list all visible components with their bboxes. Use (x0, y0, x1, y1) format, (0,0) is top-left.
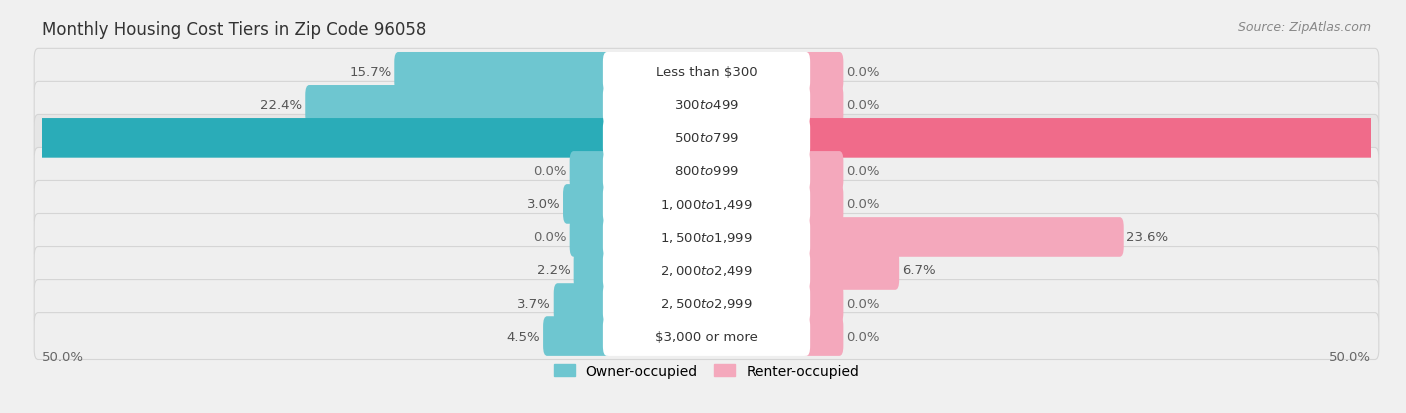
FancyBboxPatch shape (34, 247, 1379, 294)
Text: Source: ZipAtlas.com: Source: ZipAtlas.com (1237, 21, 1371, 33)
Text: $1,500 to $1,999: $1,500 to $1,999 (659, 230, 754, 244)
Legend: Owner-occupied, Renter-occupied: Owner-occupied, Renter-occupied (548, 358, 865, 383)
FancyBboxPatch shape (569, 152, 610, 191)
FancyBboxPatch shape (603, 152, 810, 191)
FancyBboxPatch shape (803, 316, 844, 356)
FancyBboxPatch shape (34, 214, 1379, 261)
FancyBboxPatch shape (569, 218, 610, 257)
FancyBboxPatch shape (562, 185, 610, 224)
Text: $500 to $799: $500 to $799 (673, 132, 740, 145)
Text: 50.0%: 50.0% (1329, 350, 1371, 363)
FancyBboxPatch shape (34, 313, 1379, 360)
Text: $3,000 or more: $3,000 or more (655, 330, 758, 343)
FancyBboxPatch shape (803, 152, 844, 191)
Text: $2,500 to $2,999: $2,500 to $2,999 (659, 296, 754, 310)
Text: 3.0%: 3.0% (527, 198, 561, 211)
Text: Less than $300: Less than $300 (655, 66, 758, 79)
Text: 4.5%: 4.5% (506, 330, 540, 343)
Text: $800 to $999: $800 to $999 (673, 165, 740, 178)
FancyBboxPatch shape (603, 86, 810, 126)
FancyBboxPatch shape (34, 49, 1379, 96)
Text: 50.0%: 50.0% (42, 350, 84, 363)
FancyBboxPatch shape (603, 251, 810, 290)
Text: Monthly Housing Cost Tiers in Zip Code 96058: Monthly Housing Cost Tiers in Zip Code 9… (42, 21, 426, 38)
Text: 0.0%: 0.0% (846, 165, 880, 178)
Text: $300 to $499: $300 to $499 (673, 99, 740, 112)
Text: 0.0%: 0.0% (533, 231, 567, 244)
Text: 0.0%: 0.0% (846, 198, 880, 211)
FancyBboxPatch shape (34, 82, 1379, 129)
Text: 22.4%: 22.4% (260, 99, 302, 112)
FancyBboxPatch shape (603, 218, 810, 257)
FancyBboxPatch shape (603, 283, 810, 323)
FancyBboxPatch shape (34, 280, 1379, 327)
Text: 0.0%: 0.0% (533, 165, 567, 178)
Text: 0.0%: 0.0% (846, 99, 880, 112)
FancyBboxPatch shape (305, 86, 610, 126)
Text: 0.0%: 0.0% (846, 66, 880, 79)
FancyBboxPatch shape (0, 119, 610, 158)
FancyBboxPatch shape (803, 119, 1406, 158)
FancyBboxPatch shape (803, 185, 844, 224)
Text: 2.2%: 2.2% (537, 264, 571, 277)
FancyBboxPatch shape (603, 119, 810, 158)
FancyBboxPatch shape (574, 251, 610, 290)
FancyBboxPatch shape (603, 185, 810, 224)
Text: $2,000 to $2,499: $2,000 to $2,499 (659, 263, 754, 277)
Text: 0.0%: 0.0% (846, 297, 880, 310)
FancyBboxPatch shape (603, 53, 810, 93)
FancyBboxPatch shape (34, 115, 1379, 162)
Text: 15.7%: 15.7% (349, 66, 392, 79)
FancyBboxPatch shape (34, 148, 1379, 195)
FancyBboxPatch shape (803, 53, 844, 93)
Text: 3.7%: 3.7% (517, 297, 551, 310)
FancyBboxPatch shape (554, 283, 610, 323)
FancyBboxPatch shape (603, 316, 810, 356)
FancyBboxPatch shape (543, 316, 610, 356)
FancyBboxPatch shape (803, 218, 1123, 257)
Text: $1,000 to $1,499: $1,000 to $1,499 (659, 197, 754, 211)
Text: 0.0%: 0.0% (846, 330, 880, 343)
Text: 6.7%: 6.7% (901, 264, 935, 277)
Text: 23.6%: 23.6% (1126, 231, 1168, 244)
FancyBboxPatch shape (803, 86, 844, 126)
FancyBboxPatch shape (803, 283, 844, 323)
FancyBboxPatch shape (394, 53, 610, 93)
FancyBboxPatch shape (34, 181, 1379, 228)
FancyBboxPatch shape (803, 251, 900, 290)
